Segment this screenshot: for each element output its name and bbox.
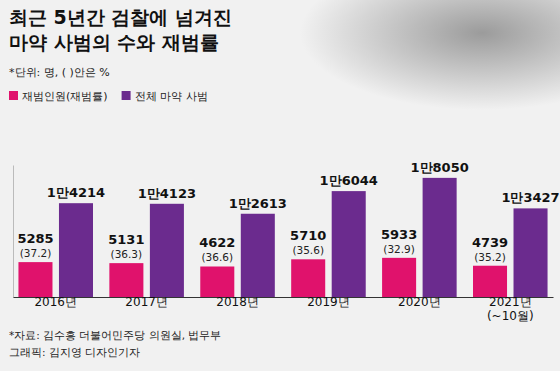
bar xyxy=(332,191,366,297)
data-label: 5285 xyxy=(17,231,53,246)
bar xyxy=(514,208,548,297)
data-label: 4739 xyxy=(472,235,508,250)
bar xyxy=(382,258,416,297)
bar xyxy=(241,214,275,297)
legend-entry: 재범인원(재범률) xyxy=(9,90,108,103)
background xyxy=(0,0,560,371)
rate-label: (36.3) xyxy=(111,248,143,260)
chart: 최근 5년간 검찰에 넘겨진마약 사범의 수와 재범률 *단위: 명, ( )안은… xyxy=(0,0,560,371)
data-label: 1만4123 xyxy=(138,186,196,201)
rate-label: (32.9) xyxy=(383,243,415,255)
legend-swatch xyxy=(9,91,18,100)
x-axis: 2016년 2017년 2018년 2019년 2020년 2021년(~10월) xyxy=(14,295,554,323)
credit: 그래픽: 김지영 디자인기자 xyxy=(9,346,140,358)
bar xyxy=(59,203,93,297)
x-tick: 2021년(~10월) xyxy=(487,295,534,323)
title: 최근 5년간 검찰에 넘겨진마약 사범의 수와 재범률 xyxy=(9,6,232,53)
legend-label: 전체 마약 사범 xyxy=(135,90,208,103)
bar xyxy=(473,266,507,297)
x-tick: 2019년 xyxy=(307,295,350,309)
data-label: 4622 xyxy=(199,235,235,250)
legend-label: 재범인원(재범률) xyxy=(22,90,108,103)
bars xyxy=(18,178,547,297)
bar xyxy=(200,266,234,297)
rate-label: (37.2) xyxy=(20,247,52,259)
rate-label: (35.2) xyxy=(474,251,506,263)
x-tick-label: 2016년 xyxy=(34,295,77,309)
x-tick-label: 2021년(~10월) xyxy=(487,295,534,323)
bar xyxy=(291,259,325,297)
bar xyxy=(18,262,52,297)
x-tick-label: 2018년 xyxy=(216,295,259,309)
x-tick-label: 2020년 xyxy=(398,295,441,309)
data-labels: 5285(37.2) 5131(36.3) 4622(36.6) 5710(35.6)… xyxy=(17,160,559,264)
rate-label: (36.6) xyxy=(201,251,233,263)
x-tick: 2016년 xyxy=(34,295,77,309)
rate-label: (35.6) xyxy=(292,244,324,256)
x-tick-label: 2019년 xyxy=(307,295,350,309)
data-label: 1만2613 xyxy=(229,196,287,211)
data-label: 1만8050 xyxy=(411,160,469,175)
y-axis-line xyxy=(13,166,14,298)
data-label: 5710 xyxy=(290,228,326,243)
decoration xyxy=(300,0,560,110)
x-tick: 2017년 xyxy=(125,295,168,309)
bar xyxy=(109,263,143,297)
x-tick: 2018년 xyxy=(216,295,259,309)
bar xyxy=(150,204,184,297)
x-axis-line xyxy=(14,297,554,298)
data-label: 1만3427 xyxy=(501,190,559,205)
bar xyxy=(423,178,457,297)
x-tick: 2020년 xyxy=(398,295,441,309)
y-axis xyxy=(13,166,14,298)
data-label: 1만4214 xyxy=(47,185,105,200)
data-label: 5131 xyxy=(108,232,144,247)
legend-swatch xyxy=(122,91,131,100)
legend-entry: 전체 마약 사범 xyxy=(122,90,208,103)
data-label: 1만6044 xyxy=(320,173,378,188)
x-tick-label: 2017년 xyxy=(125,295,168,309)
source: *자료: 김수흥 더불어민주당 의원실, 법무부 xyxy=(9,329,221,341)
subtitle: *단위: 명, ( )안은 % xyxy=(9,66,110,79)
data-label: 5933 xyxy=(381,227,417,242)
